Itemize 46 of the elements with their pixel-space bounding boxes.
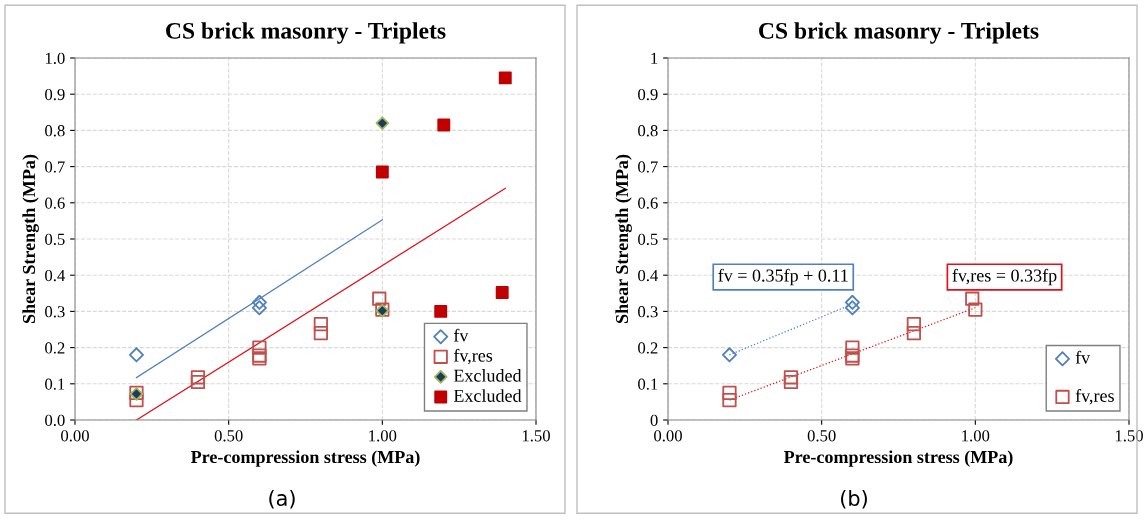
y-tick-label: 0.1 — [45, 378, 65, 390]
y-tick-label: 0.5 — [45, 233, 65, 246]
y-tick-label: 0 — [650, 414, 658, 426]
legend-label: fv,res — [1075, 389, 1114, 405]
x-tick-label: 1.00 — [369, 430, 397, 442]
annotation: fv = 0.35fp + 0.11 — [718, 268, 848, 286]
y-axis-title: Shear Strength (MPa) — [615, 154, 632, 323]
y-tick-label: 0.4 — [638, 269, 659, 282]
y-tick-label: 0.2 — [638, 342, 658, 354]
y-tick-label: 0.2 — [45, 342, 65, 354]
x-tick-label: 0.00 — [654, 430, 682, 442]
legend-label: Excluded — [453, 389, 522, 402]
x-tick-label: 1.50 — [522, 430, 550, 442]
legend-label: Excluded — [453, 369, 522, 382]
y-axis-title: Shear Strength (MPa) — [22, 154, 39, 323]
y-tick-label: 0.6 — [45, 197, 65, 209]
chart-title: CS brick masonry - Triplets — [759, 22, 1039, 44]
y-tick-label: 0.3 — [638, 306, 658, 318]
y-tick-label: 0.9 — [45, 88, 65, 101]
chart-title: CS brick masonry - Triplets — [166, 22, 446, 44]
y-tick-label: 0.7 — [45, 161, 65, 173]
y-tick-label: 0.8 — [638, 125, 658, 137]
y-tick-label: 1 — [651, 52, 658, 64]
x-axis-title: Pre-compression stress (MPa) — [783, 450, 1013, 467]
y-tick-label: 1.0 — [45, 52, 65, 65]
legend-label: fv — [1075, 350, 1091, 364]
y-tick-label: 0.1 — [638, 378, 658, 390]
x-tick-label: 0.00 — [61, 430, 89, 442]
y-tick-label: 0.0 — [45, 414, 65, 427]
y-tick-label: 0.5 — [638, 233, 658, 246]
x-axis-title: Pre-compression stress (MPa) — [190, 450, 420, 467]
y-tick-label: 0.6 — [638, 197, 658, 209]
x-tick-label: 0.50 — [214, 430, 243, 442]
annotation: fv,res = 0.33fp — [952, 268, 1057, 286]
y-tick-label: 0.9 — [638, 88, 658, 101]
y-tick-label: 0.7 — [638, 161, 658, 173]
y-tick-label: 0.8 — [45, 125, 65, 137]
x-tick-label: 1.00 — [962, 430, 990, 442]
legend-label: fv,res — [453, 348, 493, 365]
legend-label: fv — [453, 328, 469, 342]
y-tick-label: 0.4 — [45, 269, 66, 282]
x-tick-label: 1.50 — [1115, 430, 1143, 442]
x-tick-label: 0.50 — [807, 430, 836, 442]
text: (a) — [269, 489, 295, 509]
y-tick-label: 0.3 — [45, 306, 65, 318]
text: (b) — [841, 489, 867, 509]
